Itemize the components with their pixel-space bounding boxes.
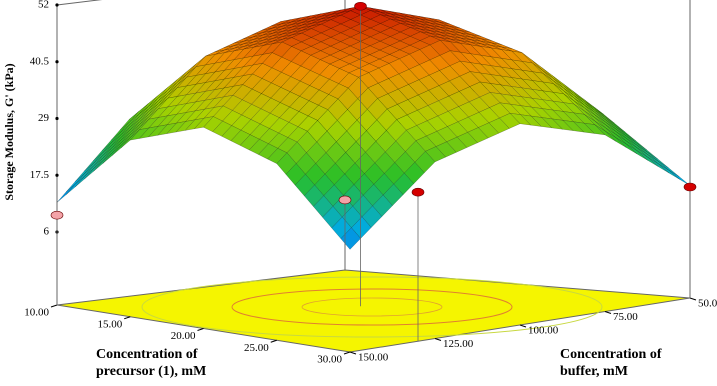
x-tick-label: 15.00 <box>98 318 123 330</box>
x-tick <box>270 339 277 343</box>
box-edge <box>56 0 103 6</box>
surface-patch <box>446 136 468 153</box>
design-point <box>338 195 352 205</box>
floor-contour <box>231 288 513 326</box>
x-axis-title: Concentration of precursor (1), mM <box>96 347 207 379</box>
design-point <box>50 210 64 220</box>
z-tick-label: 52 <box>38 0 49 11</box>
surface-patch <box>626 143 648 161</box>
z-tick-label: 17.5 <box>30 169 50 181</box>
x-tick <box>124 316 131 320</box>
x-tick <box>197 328 204 331</box>
y-tick-label: 75.00 <box>613 311 638 323</box>
surface-patch <box>562 120 585 133</box>
surface-patch <box>66 176 85 195</box>
z-tick-label: 40.5 <box>30 55 50 67</box>
surface-patch <box>351 216 372 239</box>
surface-patch <box>488 117 510 134</box>
y-tick-label: 150.00 <box>358 352 389 364</box>
y-tick <box>604 311 612 314</box>
surface-patch <box>668 169 691 186</box>
x-tick <box>343 351 351 355</box>
z-tick <box>55 60 59 64</box>
surface-patch <box>65 173 85 193</box>
floor-contour <box>301 297 443 317</box>
surface-patch <box>414 151 436 174</box>
y-tick <box>434 338 442 341</box>
design-point <box>354 1 367 11</box>
surface-patch <box>382 183 404 206</box>
x-tick-label: 30.00 <box>317 354 342 366</box>
y-tick <box>689 297 697 301</box>
y-tick-label: 125.00 <box>443 338 474 350</box>
z-axis-title: Storage Modulus, G' (kPa) <box>2 63 16 200</box>
x-tick <box>50 304 58 308</box>
x-tick-label: 10.00 <box>24 307 49 319</box>
x-tick-label: 25.00 <box>244 342 269 354</box>
design-point <box>683 182 697 192</box>
surface-patch <box>56 184 76 203</box>
surface-patch <box>551 118 574 131</box>
surface-patch <box>657 160 680 177</box>
surface-patch <box>657 163 680 180</box>
z-tick-label: 6 <box>44 226 50 238</box>
z-tick <box>55 173 59 177</box>
surface-patch <box>615 137 638 155</box>
y-axis-title: Concentration of buffer, mM <box>560 347 662 379</box>
surface-patch <box>520 114 542 127</box>
x-tick-label: 20.00 <box>171 330 196 342</box>
y-tick <box>519 324 527 328</box>
z-tick <box>55 3 59 7</box>
y-tick <box>349 351 357 355</box>
y-tick-label: 100.00 <box>528 325 559 337</box>
z-tick <box>55 116 59 121</box>
y-tick-label: 50.00 <box>698 298 717 310</box>
floor <box>56 269 691 353</box>
surface-patch <box>75 165 94 185</box>
surface-patch <box>477 122 500 139</box>
z-tick-label: 29 <box>38 112 50 124</box>
floor-contour <box>141 276 603 338</box>
surface-patch <box>530 115 553 129</box>
surface-patch <box>594 124 616 142</box>
design-point <box>411 187 425 197</box>
